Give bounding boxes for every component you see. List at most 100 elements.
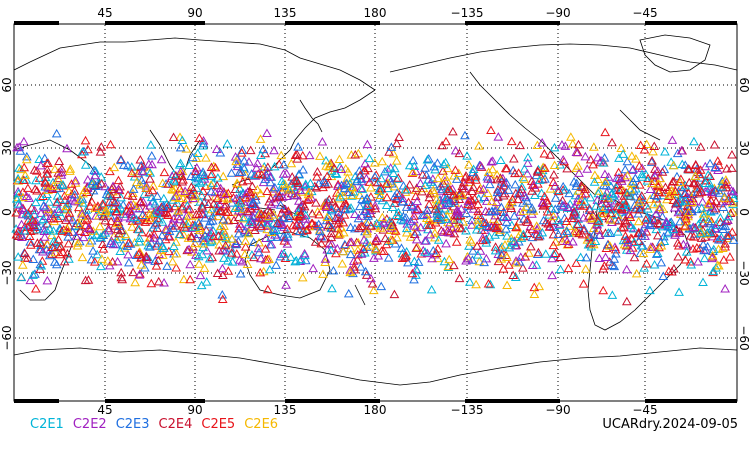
observation-marker <box>199 263 210 272</box>
observation-marker <box>538 201 549 210</box>
observation-marker <box>444 184 455 194</box>
observation-marker <box>604 213 615 223</box>
legend-item-c2e6: C2E6 <box>244 417 279 432</box>
observation-marker <box>244 217 255 227</box>
observation-marker <box>116 155 126 165</box>
observation-marker <box>440 157 451 167</box>
observation-marker <box>345 265 356 274</box>
observation-marker <box>534 281 545 291</box>
observation-marker <box>503 185 514 194</box>
observation-marker <box>304 150 315 160</box>
observation-marker <box>387 202 398 211</box>
observation-marker <box>600 252 611 262</box>
observation-marker <box>481 253 492 263</box>
observation-marker <box>194 259 204 268</box>
observation-marker <box>335 192 346 201</box>
observation-marker <box>293 196 304 205</box>
observation-marker <box>232 161 243 171</box>
observation-marker <box>53 175 64 184</box>
observation-marker <box>249 170 260 180</box>
observation-marker <box>47 242 58 251</box>
observation-marker <box>37 247 48 256</box>
observation-marker <box>345 249 356 259</box>
observation-marker <box>487 156 498 165</box>
observation-marker <box>362 228 372 238</box>
observation-marker <box>438 178 449 188</box>
observation-marker <box>543 218 554 228</box>
observation-marker <box>371 218 382 227</box>
observation-marker <box>673 207 684 217</box>
observation-marker <box>14 231 24 240</box>
observation-marker <box>440 172 450 181</box>
observation-marker <box>527 186 537 195</box>
observation-marker <box>692 183 703 193</box>
observation-marker <box>474 256 485 266</box>
observation-marker <box>18 192 28 202</box>
observation-marker <box>42 275 53 285</box>
observation-marker <box>430 204 441 213</box>
observation-marker <box>159 167 170 177</box>
observation-marker <box>83 144 93 154</box>
observation-marker <box>631 268 642 278</box>
observation-marker <box>658 271 669 281</box>
observation-marker <box>688 232 699 241</box>
observation-marker <box>613 227 623 236</box>
observation-marker <box>324 211 334 220</box>
observation-marker <box>416 249 427 258</box>
observation-marker <box>74 236 85 246</box>
observation-marker <box>468 246 478 255</box>
observation-marker <box>159 278 169 287</box>
observation-marker <box>55 249 65 259</box>
observation-marker <box>112 234 122 244</box>
observation-marker <box>268 224 279 234</box>
observation-marker <box>718 202 729 211</box>
observation-marker <box>508 270 519 279</box>
observation-marker <box>634 236 644 245</box>
observation-marker <box>537 137 548 147</box>
observation-marker <box>606 189 617 198</box>
observation-marker <box>518 263 528 272</box>
observation-marker <box>607 290 618 299</box>
observation-marker <box>365 241 376 250</box>
observation-marker <box>106 216 116 226</box>
observation-marker <box>513 168 524 177</box>
observation-marker <box>463 190 474 200</box>
observation-marker <box>77 149 87 159</box>
observation-marker <box>366 273 376 283</box>
observation-marker <box>215 221 226 231</box>
observation-marker <box>618 149 628 158</box>
observation-marker <box>490 230 500 239</box>
observation-marker <box>169 201 180 211</box>
observation-marker <box>295 185 305 195</box>
observation-marker <box>278 159 289 169</box>
observation-marker <box>354 166 365 175</box>
observation-marker <box>208 199 219 208</box>
observation-marker <box>233 212 244 221</box>
observation-marker <box>139 262 150 272</box>
observation-marker <box>710 186 721 195</box>
observation-marker <box>208 161 219 170</box>
observation-marker <box>308 263 319 273</box>
observation-marker <box>294 226 305 235</box>
observation-marker <box>208 178 219 187</box>
observation-marker <box>457 190 468 199</box>
observation-marker <box>448 189 459 199</box>
observation-marker <box>87 179 97 188</box>
observation-marker <box>430 217 441 227</box>
observation-marker <box>184 160 195 170</box>
observation-marker <box>493 132 504 141</box>
observation-marker <box>70 178 81 187</box>
observation-marker <box>186 231 197 240</box>
observation-marker <box>69 196 80 206</box>
observation-marker <box>112 256 123 266</box>
observation-marker <box>74 219 85 229</box>
observation-marker <box>614 173 624 182</box>
observation-marker <box>610 249 621 258</box>
observation-marker <box>704 214 714 223</box>
observation-marker <box>438 159 449 169</box>
observation-marker <box>377 156 388 166</box>
right-lat-label: 30 <box>737 140 750 155</box>
observation-marker <box>135 197 146 207</box>
observation-marker <box>238 213 249 223</box>
observation-marker <box>230 152 241 161</box>
